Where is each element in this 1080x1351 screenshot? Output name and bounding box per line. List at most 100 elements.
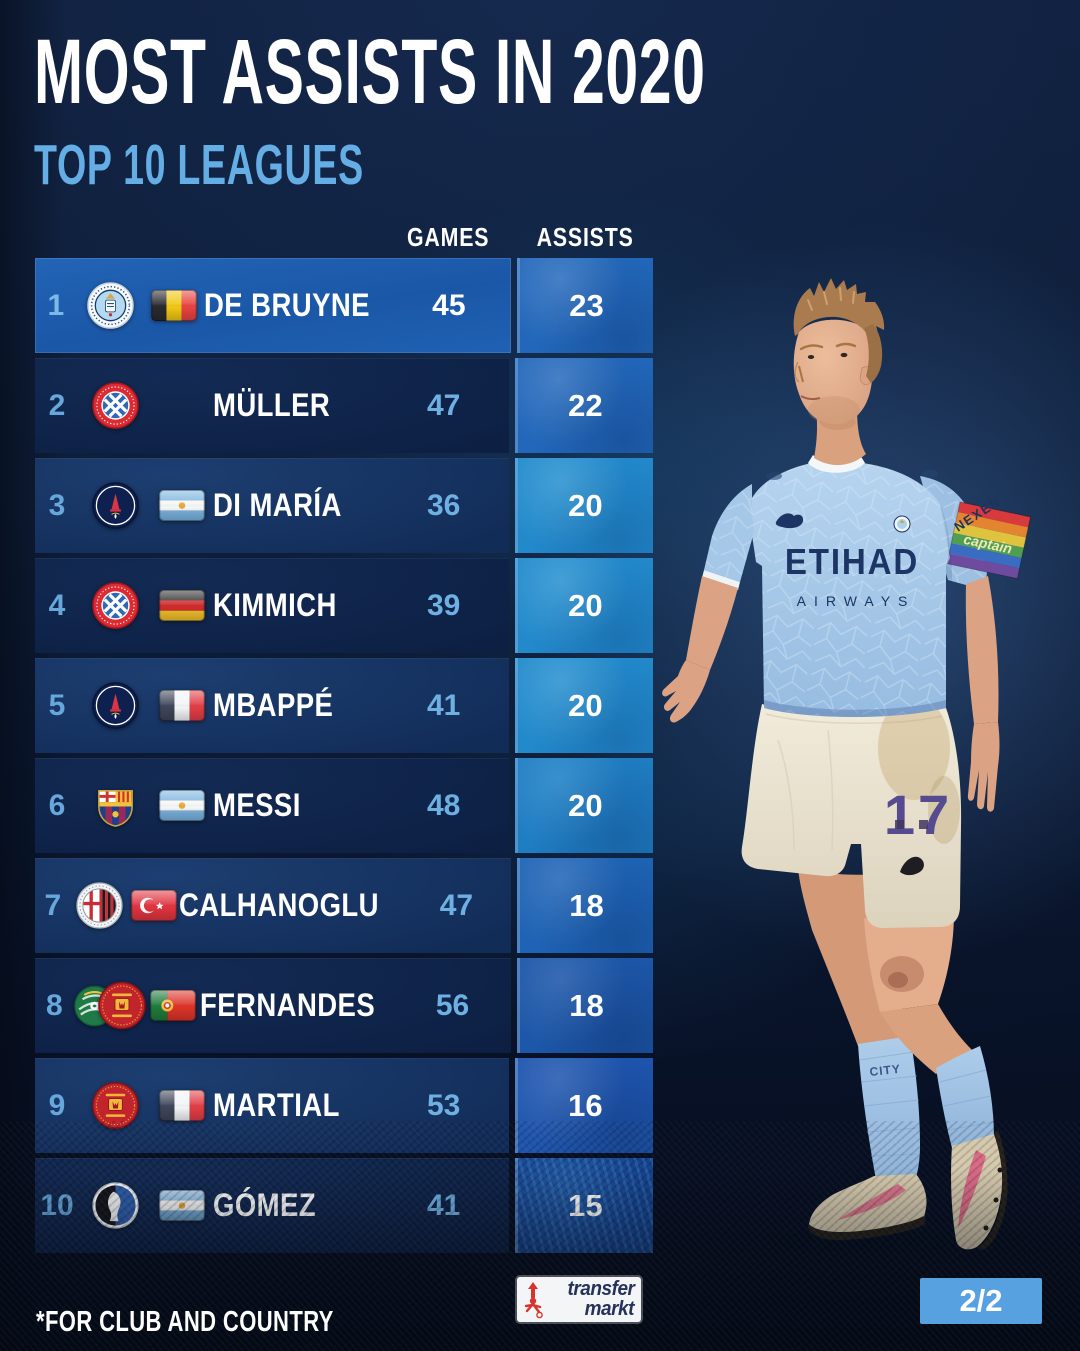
nationality-flag [151, 1190, 213, 1221]
argentina-flag-icon [159, 790, 205, 821]
transfermarkt-player-icon [524, 1282, 543, 1319]
games-value: 36 [426, 488, 461, 522]
assists-value: 18 [569, 987, 604, 1023]
france-flag-icon [159, 690, 205, 721]
player-name: KIMMICH [213, 587, 337, 623]
table-row: 8 FERNANDES 56 18 [35, 958, 653, 1053]
psg-logo [92, 682, 139, 729]
brand-line-2: markt [584, 1298, 635, 1320]
club-logos [79, 582, 151, 629]
rank-value: 2 [48, 388, 66, 422]
assists-value: 22 [568, 387, 603, 423]
player-row-main: 2 MÜLLER 47 [35, 358, 509, 453]
assists-value: 18 [569, 887, 604, 923]
assists-cell: 20 [514, 458, 653, 553]
assists-cell: 16 [514, 1058, 653, 1153]
player-row-main: 6 MESSI 48 [35, 758, 509, 853]
nationality-flag [151, 490, 213, 521]
nationality-flag [146, 990, 201, 1021]
assists-cell: 20 [514, 658, 653, 753]
player-row-main: 9 MARTIAL 53 [35, 1058, 509, 1153]
games-value: 41 [426, 688, 461, 722]
player-name: MESSI [213, 787, 301, 823]
manchester-united-logo [98, 981, 146, 1030]
games-value: 56 [435, 988, 470, 1022]
assists-value: 20 [568, 487, 603, 523]
player-name: MARTIAL [213, 1087, 340, 1123]
club-crest-icon [893, 515, 911, 533]
column-header-games: GAMES [406, 222, 490, 252]
shirt-sponsor-subtext: AIRWAYS [797, 593, 916, 609]
table-row: 4 KIMMICH 39 20 [35, 558, 653, 653]
player-name: MÜLLER [213, 387, 331, 423]
assists-value: 20 [568, 787, 603, 823]
assists-cell: 18 [517, 958, 653, 1053]
assists-value: 23 [569, 287, 604, 323]
player-name: DI MARÍA [213, 487, 342, 523]
psg-logo [92, 482, 139, 529]
club-logos [77, 282, 145, 329]
games-value: 53 [426, 1088, 461, 1122]
games-value: 48 [426, 788, 461, 822]
games-value: 45 [432, 288, 466, 322]
player-name: GÓMEZ [213, 1187, 317, 1223]
shorts-number: 17 [884, 783, 952, 846]
games-value: 47 [426, 388, 461, 422]
player-row-main: 7 CALHANOGLU 47 [35, 858, 511, 953]
player-name: MBAPPÉ [213, 687, 334, 723]
assists-value: 20 [568, 587, 603, 623]
table-row: 7 CALHANOGLU 47 18 [35, 858, 653, 953]
transfermarkt-logo: transfer markt [517, 1277, 641, 1322]
player-photo: captain NEXEN CITY 17 [662, 278, 1032, 1252]
argentina-flag-icon [159, 490, 205, 521]
assists-value: 20 [568, 687, 603, 723]
table-row: 1 DE BRUYNE 45 23 [35, 258, 653, 353]
barcelona-logo [92, 782, 139, 829]
assists-cell: 22 [514, 358, 653, 453]
rank-value: 7 [44, 888, 62, 922]
portugal-flag-icon [150, 990, 196, 1021]
page-indicator: 2/2 [959, 1283, 1003, 1318]
column-header-assists: ASSISTS [536, 222, 634, 252]
club-logos [79, 682, 151, 729]
club-logos [74, 981, 146, 1030]
assists-cell: 20 [514, 558, 653, 653]
club-logos [79, 482, 151, 529]
rank-value: 10 [40, 1188, 74, 1222]
footnote: *FOR CLUB AND COUNTRY [36, 1306, 334, 1338]
nationality-flag [151, 1090, 213, 1121]
club-logos [71, 882, 129, 929]
manchester-city-logo [87, 282, 134, 329]
bayern-munich-logo [92, 582, 139, 629]
assists-cell: 23 [517, 258, 653, 353]
table-row: 6 MESSI 48 20 [35, 758, 653, 853]
player-row-main: 5 MBAPPÉ 41 [35, 658, 509, 753]
rank-value: 8 [46, 988, 63, 1022]
rank-value: 5 [48, 688, 66, 722]
club-logos [79, 1182, 151, 1229]
argentina-flag-icon [159, 1190, 205, 1221]
player-name: FERNANDES [200, 987, 376, 1023]
brand-line-1: transfer [567, 1278, 634, 1300]
club-logos [79, 782, 151, 829]
table-row: 2 MÜLLER 47 22 [35, 358, 653, 453]
sock-brand-text: CITY [869, 1062, 902, 1079]
rank-value: 6 [48, 788, 66, 822]
games-value: 47 [439, 888, 474, 922]
nationality-flag [145, 290, 204, 321]
france-flag-icon [159, 1090, 205, 1121]
player-name: DE BRUYNE [203, 287, 370, 323]
games-value: 41 [426, 1188, 461, 1222]
nationality-flag [151, 790, 213, 821]
table-row: 3 DI MARÍA 36 20 [35, 458, 653, 553]
player-row-main: 10 GÓMEZ 41 [35, 1158, 509, 1253]
player-row-main: 8 FERNANDES 56 [35, 958, 511, 1053]
rank-value: 1 [47, 288, 65, 322]
turkey-flag-icon [131, 890, 177, 921]
page-indicator-badge: 2/2 [920, 1278, 1042, 1324]
player-row-main: 4 KIMMICH 39 [35, 558, 509, 653]
belgium-flag-icon [151, 290, 197, 321]
manchester-united-logo [92, 1082, 139, 1129]
germany-flag-icon [159, 590, 205, 621]
